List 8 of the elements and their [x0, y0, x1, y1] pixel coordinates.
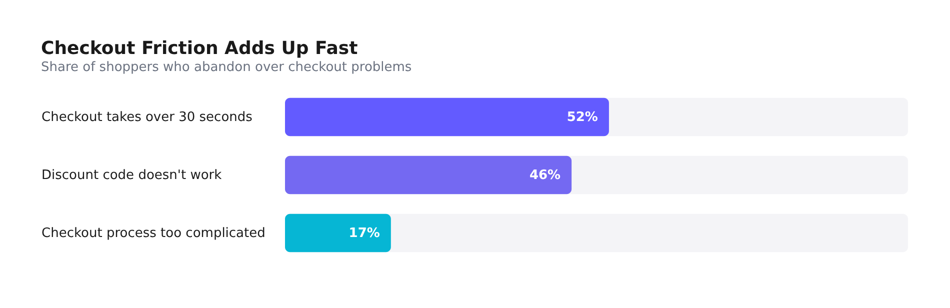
y-tick-label: Discount code doesn't work — [42, 168, 222, 183]
chart-subtitle: Share of shoppers who abandon over checkout problems — [41, 60, 412, 75]
y-tick-label: Checkout takes over 30 seconds — [42, 110, 253, 125]
data-label: 46% — [529, 168, 561, 183]
data-label: 52% — [566, 110, 598, 125]
chart-title: Checkout Friction Adds Up Fast — [41, 38, 358, 59]
data-label: 17% — [348, 226, 380, 241]
y-tick-label: Checkout process too complicated — [42, 226, 266, 241]
